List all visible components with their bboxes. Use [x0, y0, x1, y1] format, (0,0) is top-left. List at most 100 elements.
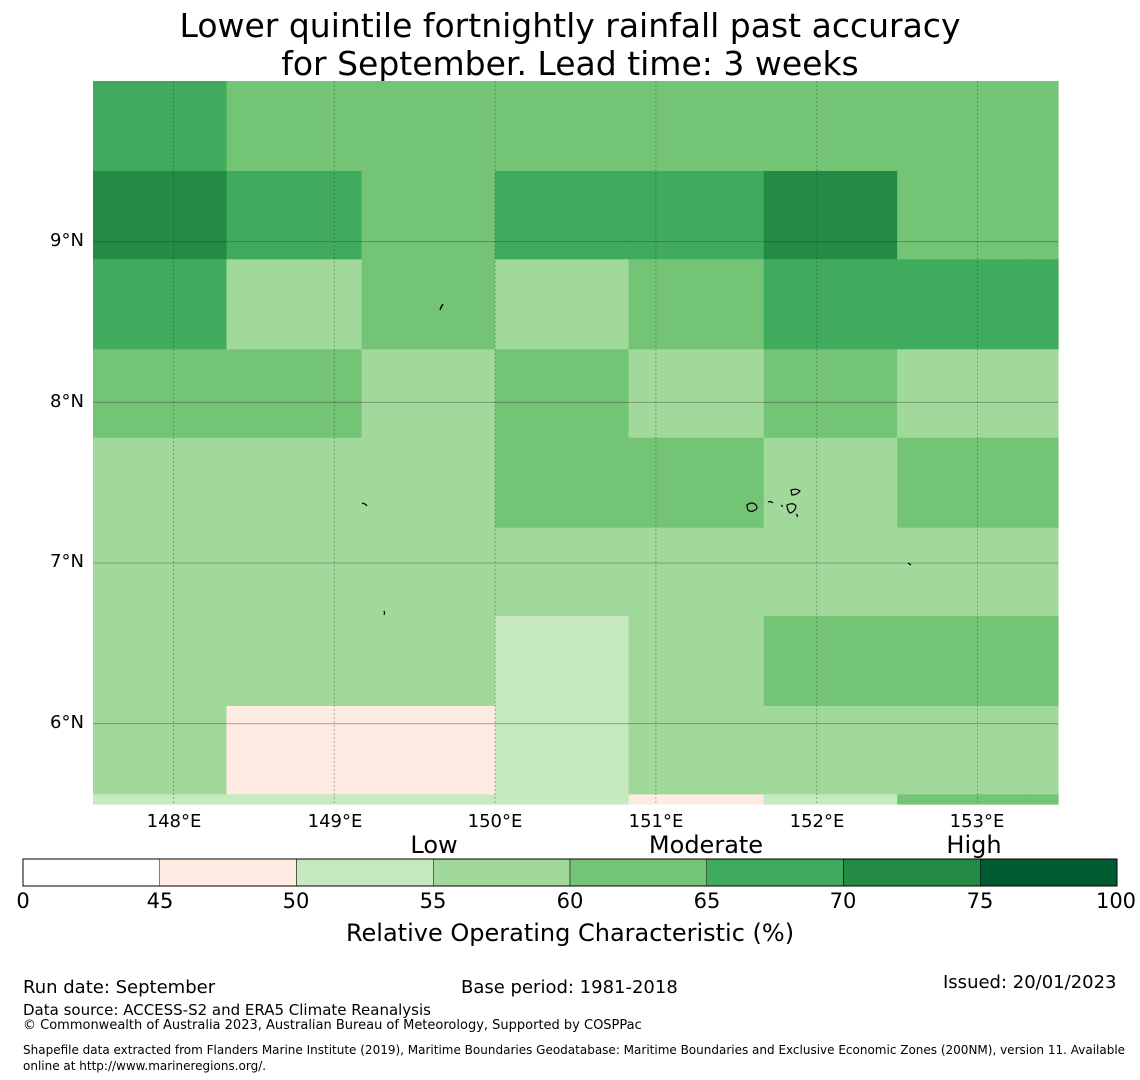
- roc-grid-cell: [628, 794, 765, 805]
- lat-label-6n: 6°N: [50, 712, 84, 733]
- roc-grid-cell: [226, 705, 363, 795]
- roc-grid-cell: [495, 705, 630, 795]
- copyright: © Commonwealth of Australia 2023, Austra…: [23, 1018, 642, 1033]
- roc-grid-cell: [361, 259, 496, 350]
- island-outlines: [361, 303, 912, 616]
- issued-date: Issued: 20/01/2023: [943, 972, 1117, 993]
- roc-grid-cell: [897, 616, 1032, 707]
- roc-grid-cell: [897, 349, 1032, 439]
- roc-grid-cell: [1030, 81, 1059, 172]
- roc-grid-cell: [1030, 794, 1059, 805]
- roc-grid-cell: [495, 349, 630, 439]
- island-outline: [767, 501, 774, 504]
- roc-grid-cell: [628, 527, 765, 617]
- roc-grid-cell: [897, 437, 1032, 529]
- roc-grid-cells: [93, 81, 1059, 805]
- roc-grid-cell: [495, 437, 630, 529]
- roc-grid-cell: [226, 259, 363, 350]
- colorbar-tick: 55: [419, 889, 447, 913]
- roc-grid-cell: [226, 437, 363, 529]
- roc-grid-cell: [1030, 349, 1059, 439]
- colorbar-segment: [22, 858, 160, 887]
- roc-grid-cell: [1030, 170, 1059, 260]
- roc-grid-cell: [93, 616, 228, 707]
- colorbar-segment: [433, 858, 571, 887]
- roc-grid-cell: [763, 705, 898, 795]
- lat-label-7n: 7°N: [50, 551, 84, 572]
- roc-grid-cell: [495, 794, 630, 805]
- colorbar-tick: 45: [146, 889, 174, 913]
- roc-grid-cell: [361, 349, 496, 439]
- roc-grid-cell: [897, 170, 1032, 260]
- colorbar-segment: [843, 858, 981, 887]
- colorbar-segment: [159, 858, 297, 887]
- map-title-line-1: Lower quintile fortnightly rainfall past…: [179, 6, 961, 45]
- colorbar-segment: [296, 858, 434, 887]
- roc-grid-cell: [1030, 527, 1059, 617]
- roc-grid-cell: [897, 705, 1032, 795]
- roc-grid-cell: [495, 170, 630, 260]
- roc-grid-cell: [93, 705, 228, 795]
- shapefile-credit: Shapefile data extracted from Flanders M…: [23, 1043, 1126, 1073]
- roc-grid-cell: [495, 616, 630, 707]
- category-low: Low: [410, 831, 458, 859]
- roc-grid-cell: [226, 794, 363, 805]
- roc-grid-cell: [1030, 259, 1059, 350]
- roc-grid-cell: [628, 437, 765, 529]
- colorbar-tick: 60: [556, 889, 584, 913]
- lon-label-151e: 151°E: [628, 811, 684, 832]
- roc-grid-cell: [763, 259, 898, 350]
- map-gridlines: [93, 81, 1058, 804]
- island-outline: [907, 562, 912, 566]
- roc-grid-cell: [763, 349, 898, 439]
- roc-grid-cell: [897, 81, 1032, 172]
- roc-grid-cell: [628, 259, 765, 350]
- colorbar-tick: 75: [966, 889, 994, 913]
- colorbar-tick: 0: [16, 889, 30, 913]
- roc-grid-cell: [495, 259, 630, 350]
- roc-grid-cell: [93, 349, 228, 439]
- roc-grid-cell: [897, 259, 1032, 350]
- colorbar-segment: [980, 858, 1118, 887]
- roc-grid-cell: [763, 527, 898, 617]
- roc-grid-cell: [763, 794, 898, 805]
- lon-label-153e: 153°E: [949, 811, 1005, 832]
- colorbar-tick: 50: [282, 889, 310, 913]
- roc-grid-cell: [763, 437, 898, 529]
- lon-label-149e: 149°E: [307, 811, 363, 832]
- roc-grid-cell: [361, 527, 496, 617]
- roc-grid-cell: [495, 527, 630, 617]
- roc-grid-cell: [361, 170, 496, 260]
- island-outline: [361, 502, 368, 507]
- category-moderate: Moderate: [648, 831, 764, 859]
- roc-grid-cell: [361, 437, 496, 529]
- lon-label-148e: 148°E: [146, 811, 202, 832]
- lat-label-9n: 9°N: [50, 230, 84, 251]
- roc-grid-cell: [1030, 437, 1059, 529]
- island-outline: [786, 503, 797, 514]
- lat-label-8n: 8°N: [50, 391, 84, 412]
- roc-grid-cell: [495, 81, 630, 172]
- colorbar-segment: [569, 858, 707, 887]
- roc-grid-cell: [93, 259, 228, 350]
- roc-grid-cell: [628, 616, 765, 707]
- roc-grid-cell: [361, 616, 496, 707]
- roc-grid-cell: [93, 794, 228, 805]
- roc-grid-cell: [93, 81, 228, 172]
- run-date: Run date: September: [23, 977, 216, 998]
- island-outline: [383, 610, 386, 616]
- colorbar-tick: 70: [829, 889, 857, 913]
- roc-grid-cell: [763, 170, 898, 260]
- roc-grid-cell: [361, 705, 496, 795]
- roc-grid-cell: [628, 349, 765, 439]
- island-outline: [795, 513, 798, 518]
- island-outline: [780, 504, 783, 508]
- roc-grid-cell: [93, 437, 228, 529]
- roc-grid-cell: [763, 616, 898, 707]
- roc-grid-cell: [226, 170, 363, 260]
- roc-grid-cell: [628, 81, 765, 172]
- category-high: High: [946, 831, 1002, 859]
- colorbar: [22, 858, 1118, 887]
- colorbar-tick: 100: [1095, 889, 1137, 913]
- roc-grid-cell: [897, 794, 1032, 805]
